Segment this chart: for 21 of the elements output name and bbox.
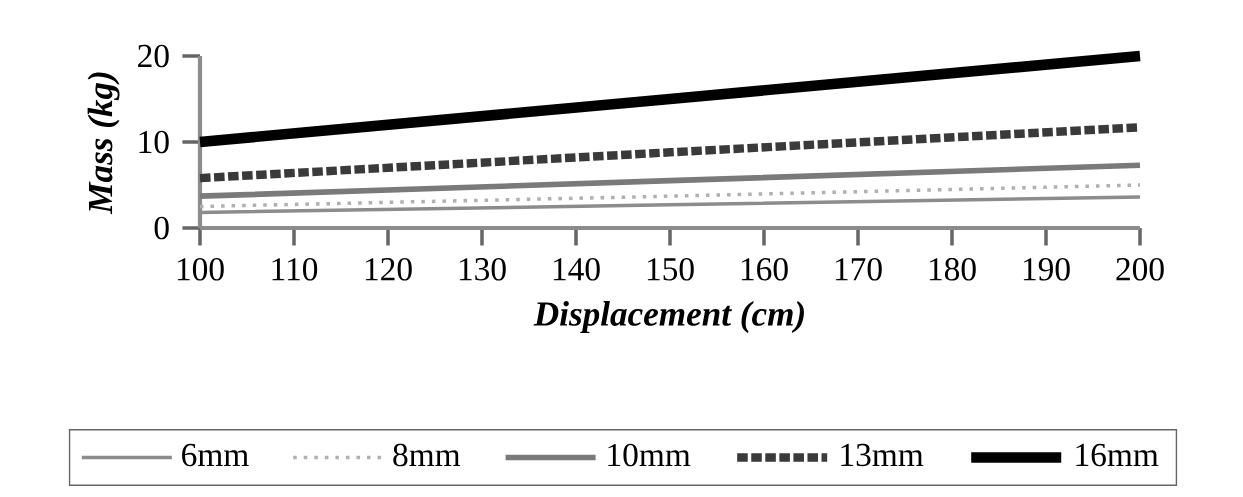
x-tick-label: 130 [459, 257, 506, 281]
legend-label: 16mm [1076, 443, 1159, 467]
y-tick-label: 20 [138, 44, 169, 68]
x-axis-title: Displacement (cm) [533, 301, 804, 334]
x-tick-label: 170 [835, 257, 882, 281]
x-tick-label: 200 [1116, 257, 1164, 281]
y-axis-title: Mass (kg) [87, 72, 120, 215]
y-tick-label: 10 [139, 130, 169, 154]
x-tick-label: 140 [553, 257, 600, 281]
x-tick-label: 190 [1023, 257, 1070, 281]
legend-label: 8mm [393, 443, 461, 467]
legend-label: 6mm [182, 443, 249, 467]
x-tick-label: 120 [365, 257, 412, 281]
x-tick-label: 150 [647, 257, 694, 281]
x-tick-label: 100 [177, 257, 224, 281]
x-tick-label: 110 [272, 257, 318, 281]
x-tick-label: 180 [929, 257, 976, 281]
legend-label: 10mm [608, 443, 691, 467]
legend-label: 13mm [841, 443, 924, 467]
x-tick-label: 160 [741, 257, 788, 281]
y-tick-label: 0 [154, 216, 169, 240]
